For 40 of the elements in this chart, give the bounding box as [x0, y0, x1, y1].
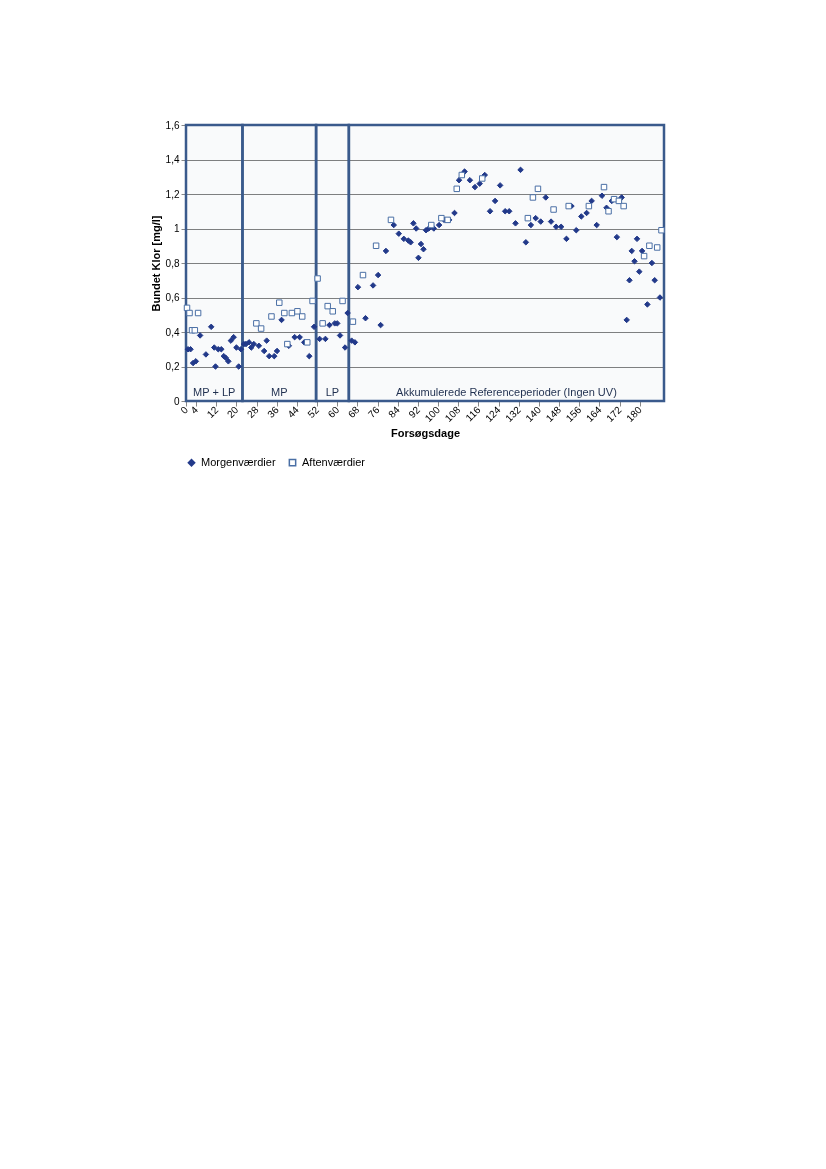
band-label: LP — [325, 386, 340, 398]
y-axis-title: Bundet Klor [mg/l] — [149, 215, 162, 312]
x-tick-label: 172 — [604, 403, 624, 424]
x-tick-label: 68 — [345, 403, 362, 420]
x-tick-label: 84 — [386, 403, 403, 420]
x-tick-label: 12 — [204, 403, 221, 420]
x-tick-label: 180 — [624, 403, 645, 424]
legend-label: Morgenværdier — [201, 455, 276, 468]
y-tick-label: 0,4 — [165, 326, 180, 338]
y-tick-label: 1,6 — [165, 119, 180, 131]
y-tick-label: 0 — [173, 395, 180, 407]
band-label: MP + LP — [193, 386, 236, 398]
y-tick-label: 0,8 — [165, 257, 180, 269]
x-tick-label: 4 — [188, 403, 201, 416]
band-label: MP — [271, 386, 288, 398]
legend-label: Aftenværdier — [302, 455, 366, 468]
x-axis-title: Forsøgsdage — [390, 426, 461, 439]
x-tick-label: 156 — [563, 403, 584, 424]
x-tick-label: 164 — [583, 403, 604, 424]
x-tick-label: 36 — [265, 403, 282, 420]
x-tick-label: 76 — [365, 403, 382, 420]
x-tick-label: 92 — [406, 403, 423, 420]
y-tick-label: 0,2 — [165, 361, 180, 372]
x-tick-label: 108 — [442, 403, 463, 424]
x-tick-label: 52 — [305, 403, 322, 420]
band-label: Akkumulerede Referenceperioder (Ingen UV) — [396, 386, 617, 398]
x-tick-label: 140 — [523, 403, 544, 424]
x-tick-label: 116 — [463, 403, 483, 424]
y-tick-label: 1,4 — [165, 154, 180, 165]
x-tick-label: 20 — [224, 403, 241, 420]
x-tick-label: 100 — [422, 403, 443, 424]
x-tick-label: 44 — [285, 403, 302, 420]
y-tick-label: 0,6 — [165, 292, 180, 303]
x-tick-label: 148 — [543, 403, 564, 424]
x-tick-label: 124 — [483, 403, 503, 424]
x-tick-label: 60 — [325, 403, 342, 420]
y-tick-label: 1 — [173, 223, 180, 234]
y-tick-label: 1,2 — [165, 188, 180, 200]
x-tick-label: 132 — [503, 403, 524, 424]
x-tick-label: 28 — [244, 403, 261, 420]
